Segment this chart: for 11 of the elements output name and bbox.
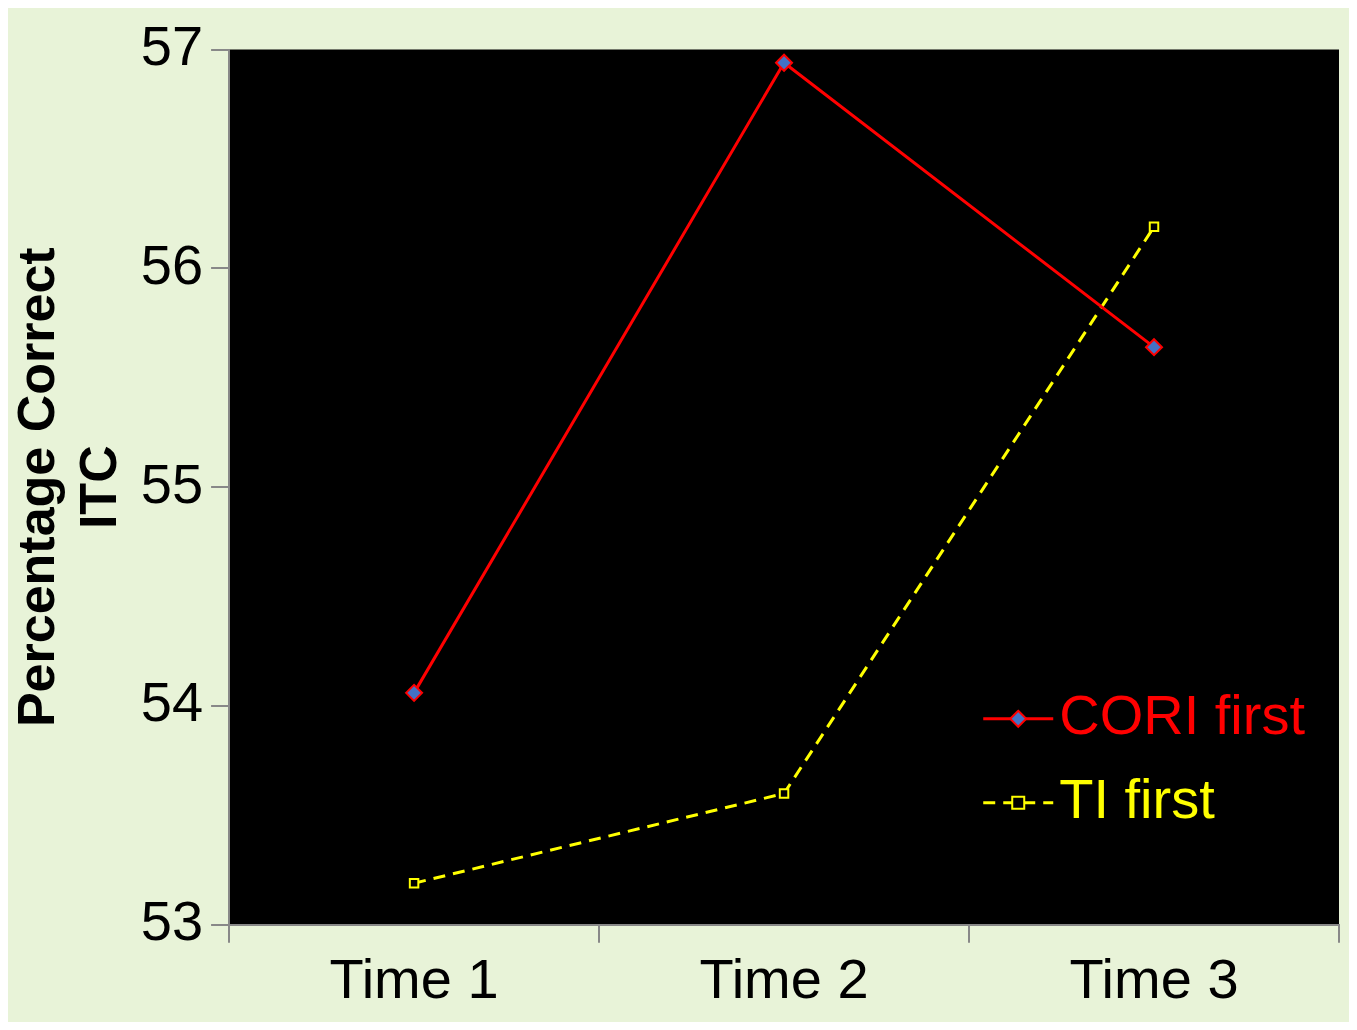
x-tick-label: Time 3 [1069, 946, 1239, 1010]
y-tick-label: 53 [140, 889, 204, 953]
y-tick-label: 57 [140, 14, 204, 78]
legend-label: TI first [1059, 767, 1216, 831]
x-tick-label: Time 2 [699, 946, 869, 1010]
legend-label: CORI first [1059, 683, 1306, 747]
y-tick-label: 56 [140, 232, 204, 296]
y-axis-title: Percentage Correct ITC [6, 247, 127, 728]
y-tick-label: 54 [140, 670, 204, 734]
y-tick-label: 55 [140, 451, 204, 515]
x-tick-label: Time 1 [329, 946, 499, 1010]
